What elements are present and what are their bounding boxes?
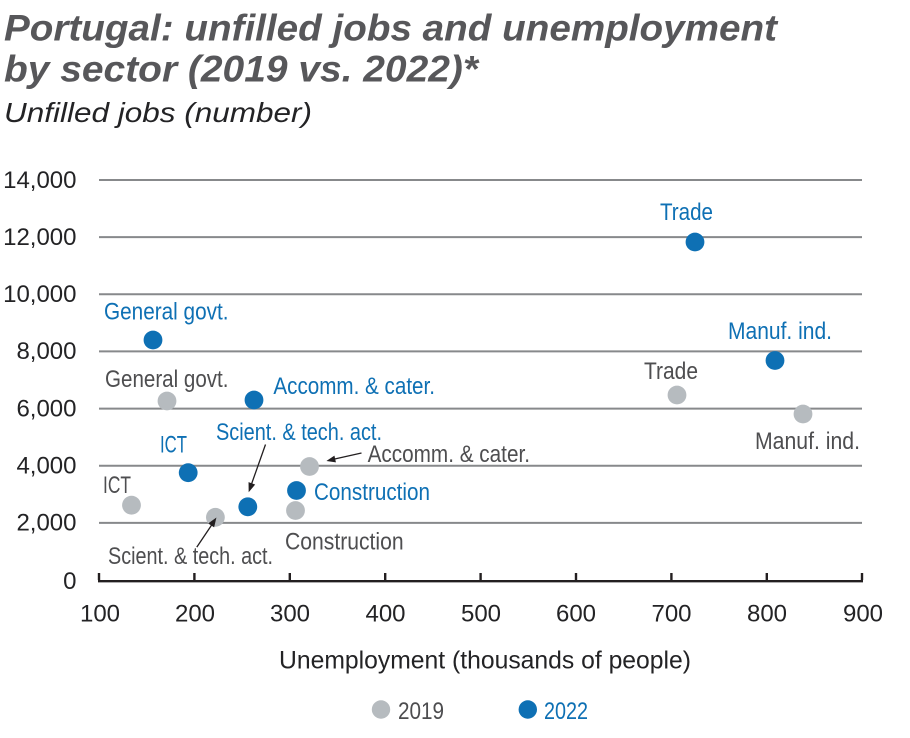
svg-text:100: 100: [80, 600, 120, 627]
svg-text:600: 600: [556, 600, 596, 627]
svg-text:6,000: 6,000: [16, 395, 76, 422]
svg-text:14,000: 14,000: [3, 167, 76, 194]
svg-text:Unfilled jobs (number): Unfilled jobs (number): [4, 97, 312, 128]
svg-text:Trade: Trade: [660, 199, 713, 226]
svg-text:0: 0: [63, 568, 76, 595]
svg-text:Manuf. ind.: Manuf. ind.: [755, 428, 860, 455]
svg-text:Manuf. ind.: Manuf. ind.: [728, 318, 832, 345]
svg-text:400: 400: [365, 600, 405, 627]
svg-text:Scient. & tech. act.: Scient. & tech. act.: [216, 419, 382, 446]
svg-text:Construction: Construction: [285, 529, 404, 556]
svg-text:General govt.: General govt.: [105, 366, 229, 393]
svg-text:200: 200: [175, 600, 215, 627]
svg-text:Trade: Trade: [644, 358, 698, 385]
svg-text:by sector (2019 vs. 2022)*: by sector (2019 vs. 2022)*: [4, 49, 480, 90]
svg-text:300: 300: [270, 600, 310, 627]
svg-text:500: 500: [461, 600, 501, 627]
svg-text:Accomm. & cater.: Accomm. & cater.: [273, 373, 435, 400]
svg-text:General govt.: General govt.: [104, 299, 229, 326]
svg-text:Construction: Construction: [314, 479, 430, 506]
svg-text:ICT: ICT: [160, 432, 187, 459]
svg-text:2022: 2022: [544, 698, 588, 725]
svg-text:800: 800: [747, 600, 787, 627]
svg-text:10,000: 10,000: [3, 281, 76, 308]
svg-text:Scient. & tech. act.: Scient. & tech. act.: [108, 543, 273, 570]
svg-text:Accomm. & cater.: Accomm. & cater.: [368, 441, 530, 468]
svg-text:4,000: 4,000: [16, 453, 76, 480]
svg-text:700: 700: [651, 600, 691, 627]
svg-text:12,000: 12,000: [3, 224, 76, 251]
svg-text:Portugal: unfilled jobs and un: Portugal: unfilled jobs and unemployment: [4, 8, 779, 49]
svg-text:ICT: ICT: [103, 472, 131, 499]
svg-text:2019: 2019: [398, 698, 444, 725]
svg-text:8,000: 8,000: [16, 338, 76, 365]
svg-text:900: 900: [843, 600, 883, 627]
svg-text:2,000: 2,000: [16, 510, 76, 537]
svg-text:Unemployment (thousands of peo: Unemployment (thousands of people): [279, 647, 691, 675]
